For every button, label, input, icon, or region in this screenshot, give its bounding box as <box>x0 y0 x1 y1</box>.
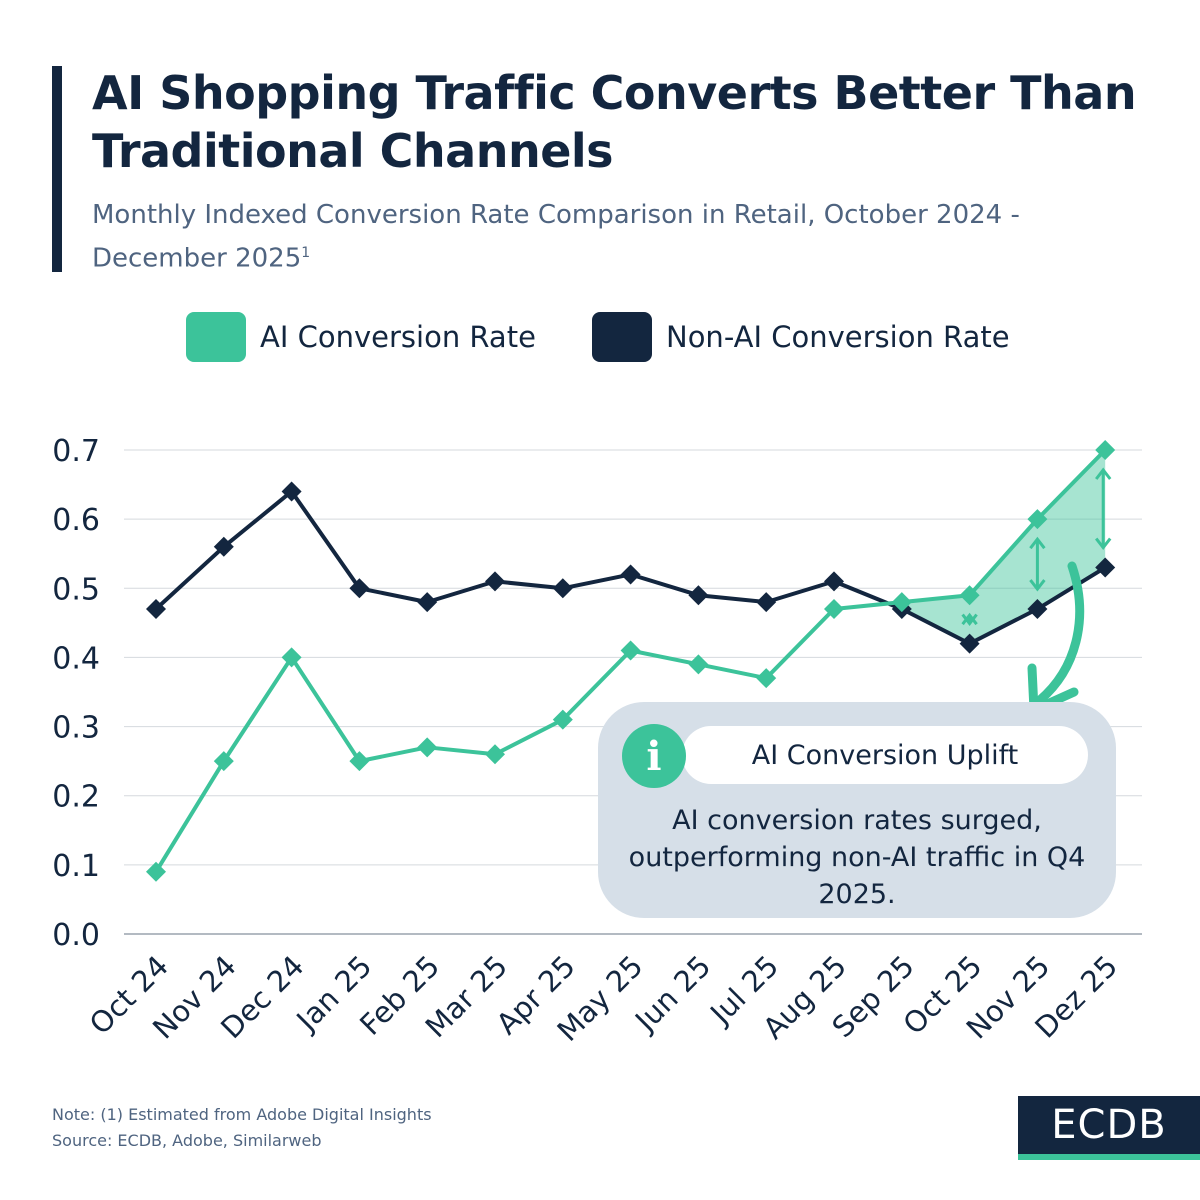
data-point-ai <box>213 751 234 772</box>
legend-label-ai: AI Conversion Rate <box>260 320 536 354</box>
chart-legend: AI Conversion Rate Non-AI Conversion Rat… <box>0 312 1200 362</box>
data-point-ai <box>1027 509 1048 530</box>
data-point-ai <box>620 640 641 661</box>
subtitle-footnote-mark: 1 <box>301 245 311 261</box>
footnote-source: Source: ECDB, Adobe, Similarweb <box>52 1131 322 1150</box>
data-point-ai <box>959 585 980 606</box>
y-tick-label: 0.4 <box>52 641 100 676</box>
callout-pointer-arrow <box>1035 561 1085 705</box>
data-point-non-ai <box>417 592 438 613</box>
legend-item-non-ai: Non-AI Conversion Rate <box>592 312 1010 362</box>
legend-swatch-non-ai <box>592 312 652 362</box>
gap-arrow-head <box>961 613 978 627</box>
y-tick-label: 0.5 <box>52 572 100 607</box>
title-accent-bar <box>52 66 62 272</box>
data-point-non-ai <box>213 536 234 557</box>
page-title: AI Shopping Traffic Converts Better Than… <box>92 66 1137 178</box>
data-point-ai <box>824 599 844 620</box>
gap-arrow-head <box>961 612 978 626</box>
data-point-ai <box>756 668 777 689</box>
page-subtitle: Monthly Indexed Conversion Rate Comparis… <box>92 196 1152 278</box>
data-point-non-ai <box>688 585 709 606</box>
data-point-ai <box>1095 440 1116 460</box>
data-point-non-ai <box>1095 557 1116 578</box>
data-point-ai <box>349 751 370 772</box>
data-point-non-ai <box>349 578 370 599</box>
data-point-ai <box>688 654 709 675</box>
callout-text: AI conversion rates surged, outperformin… <box>628 805 1086 910</box>
callout-title: AI Conversion Uplift <box>682 726 1088 784</box>
y-tick-label: 0.3 <box>52 711 100 746</box>
callout-box: AI Conversion Uplift i AI conversion rat… <box>598 702 1116 918</box>
data-point-ai <box>552 709 573 730</box>
uplift-area <box>901 450 1106 644</box>
x-tick-label: Jun 25 <box>627 949 717 1039</box>
footnote-note: Note: (1) Estimated from Adobe Digital I… <box>52 1105 432 1124</box>
y-tick-label: 0.0 <box>52 918 100 953</box>
data-point-non-ai <box>552 578 573 599</box>
footnote: Note: (1) Estimated from Adobe Digital I… <box>52 1102 432 1154</box>
data-point-non-ai <box>146 599 166 620</box>
ecdb-logo: ECDB <box>1018 1096 1200 1160</box>
gap-arrow-head <box>1029 536 1046 550</box>
data-point-ai <box>146 861 166 882</box>
legend-item-ai: AI Conversion Rate <box>186 312 536 362</box>
y-tick-label: 0.2 <box>52 780 100 815</box>
y-tick-label: 0.7 <box>52 434 100 469</box>
data-point-non-ai <box>959 633 980 654</box>
legend-label-non-ai: Non-AI Conversion Rate <box>666 320 1010 354</box>
legend-swatch-ai <box>186 312 246 362</box>
data-point-non-ai <box>1027 599 1048 620</box>
y-tick-label: 0.1 <box>52 849 100 884</box>
data-point-non-ai <box>824 571 844 592</box>
data-point-non-ai <box>620 564 641 585</box>
data-point-non-ai <box>485 571 505 592</box>
data-point-ai <box>417 737 438 758</box>
data-point-ai <box>485 744 505 765</box>
data-point-non-ai <box>281 481 302 502</box>
gap-arrow-head <box>1095 467 1112 480</box>
data-point-ai <box>891 592 912 613</box>
gap-arrow-head <box>1095 537 1112 550</box>
gap-arrow-head <box>1029 579 1046 592</box>
subtitle-text: Monthly Indexed Conversion Rate Comparis… <box>92 200 1020 274</box>
y-tick-label: 0.6 <box>52 503 100 538</box>
info-icon: i <box>622 724 686 788</box>
data-point-ai <box>281 647 302 668</box>
data-point-non-ai <box>756 592 777 613</box>
